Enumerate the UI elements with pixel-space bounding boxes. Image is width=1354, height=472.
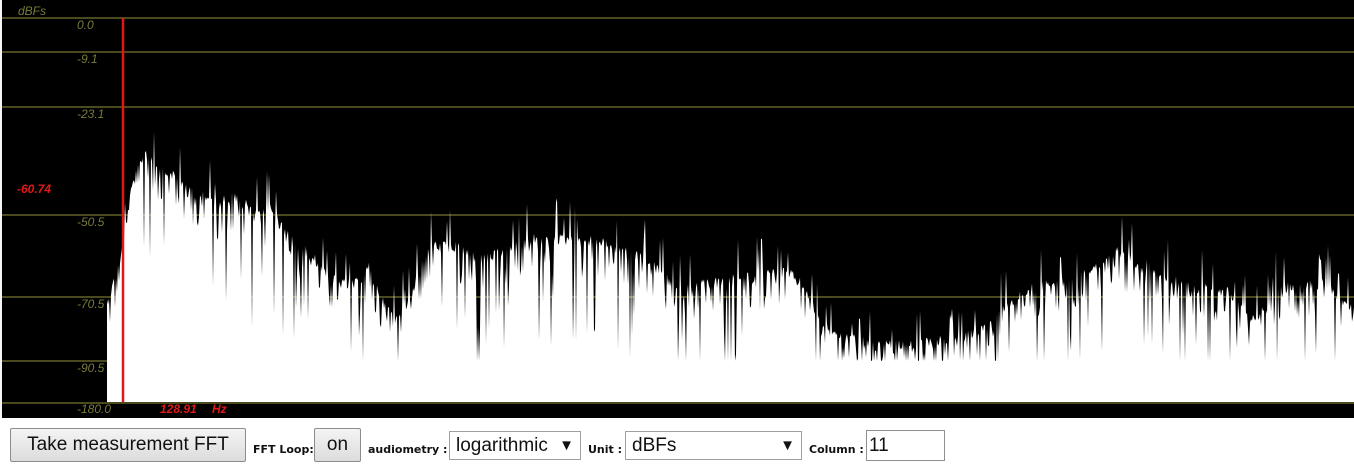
cursor-frequency-unit: Hz bbox=[212, 402, 227, 416]
unit-axis-label: dBFs bbox=[18, 4, 46, 18]
fft-spectrum-display[interactable]: 0.0 -9.1 -23.1 -50.5 -70.5 -90.5 -180.0 dBFs -… bbox=[0, 0, 1354, 418]
cursor-level-label: -60.74 bbox=[17, 182, 51, 196]
y-tick-label: -70.5 bbox=[77, 297, 105, 311]
y-tick-label: -9.1 bbox=[77, 52, 98, 66]
audiometry-label: audiometry : bbox=[368, 443, 448, 456]
unit-select[interactable]: dBFs ▼ bbox=[625, 431, 802, 460]
y-tick-label: -50.5 bbox=[77, 215, 105, 229]
cursor-frequency-label: 128.91 bbox=[160, 402, 197, 416]
unit-label: Unit : bbox=[588, 443, 623, 456]
audiometry-select[interactable]: logarithmic ▼ bbox=[449, 431, 581, 460]
spectrum-chart[interactable]: 0.0 -9.1 -23.1 -50.5 -70.5 -90.5 -180.0 dBFs -… bbox=[0, 0, 1354, 418]
y-tick-label: 0.0 bbox=[77, 18, 94, 32]
take-measurement-fft-button[interactable]: Take measurement FFT bbox=[10, 428, 246, 462]
column-input[interactable] bbox=[866, 430, 945, 461]
spectrum-area bbox=[107, 131, 1354, 402]
chevron-down-icon: ▼ bbox=[559, 437, 574, 454]
measurement-toolbar: Take measurement FFT FFT Loop: on audiom… bbox=[0, 418, 1354, 472]
fft-loop-label: FFT Loop: bbox=[253, 443, 314, 456]
y-tick-label: -180.0 bbox=[77, 402, 111, 416]
fft-loop-toggle-button[interactable]: on bbox=[314, 428, 361, 462]
chevron-down-icon: ▼ bbox=[780, 437, 795, 454]
audiometry-selected-value: logarithmic bbox=[456, 435, 548, 456]
column-label: Column : bbox=[809, 443, 864, 456]
y-tick-label: -23.1 bbox=[77, 107, 104, 121]
y-tick-label: -90.5 bbox=[77, 361, 105, 375]
unit-selected-value: dBFs bbox=[632, 435, 677, 456]
y-tick-labels: 0.0 -9.1 -23.1 -50.5 -70.5 -90.5 -180.0 bbox=[77, 18, 111, 416]
